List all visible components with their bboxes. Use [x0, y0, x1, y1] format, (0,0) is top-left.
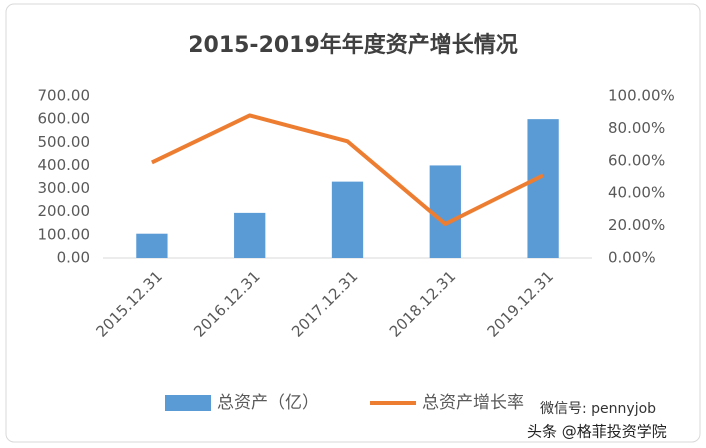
legend-swatch — [165, 395, 211, 411]
y-tick-label: 200.00 — [38, 202, 91, 220]
y2-tick-label: 100.00% — [608, 87, 675, 105]
bar — [527, 119, 559, 259]
bar — [331, 181, 364, 258]
y-tick-label: 100.00 — [38, 225, 91, 243]
legend-label: 总资产（亿） — [217, 393, 319, 413]
y2-tick-label: 80.00% — [608, 119, 665, 137]
watermark: 头条 @格菲投资学院 — [527, 423, 667, 441]
y2-tick-label: 20.00% — [608, 216, 665, 234]
y-tick-label: 700.00 — [38, 87, 91, 105]
y2-tick-label: 40.00% — [608, 184, 665, 202]
y-tick-label: 600.00 — [38, 110, 91, 128]
bar — [136, 233, 168, 258]
line — [151, 113, 544, 226]
y-tick-label: 400.00 — [38, 156, 91, 174]
y2-tick-label: 0.00% — [608, 249, 656, 267]
y2-tick-label: 60.00% — [608, 151, 665, 169]
watermark: 微信号: pennyjob — [540, 401, 656, 417]
bar — [234, 212, 266, 258]
y-tick-label: 300.00 — [38, 179, 91, 197]
legend-label: 总资产增长率 — [422, 393, 524, 413]
y-tick-label: 500.00 — [38, 133, 91, 151]
bar — [429, 165, 461, 258]
y-tick-label: 0.00 — [57, 249, 90, 267]
chart-title: 2015-2019年年度资产增长情况 — [188, 32, 518, 58]
